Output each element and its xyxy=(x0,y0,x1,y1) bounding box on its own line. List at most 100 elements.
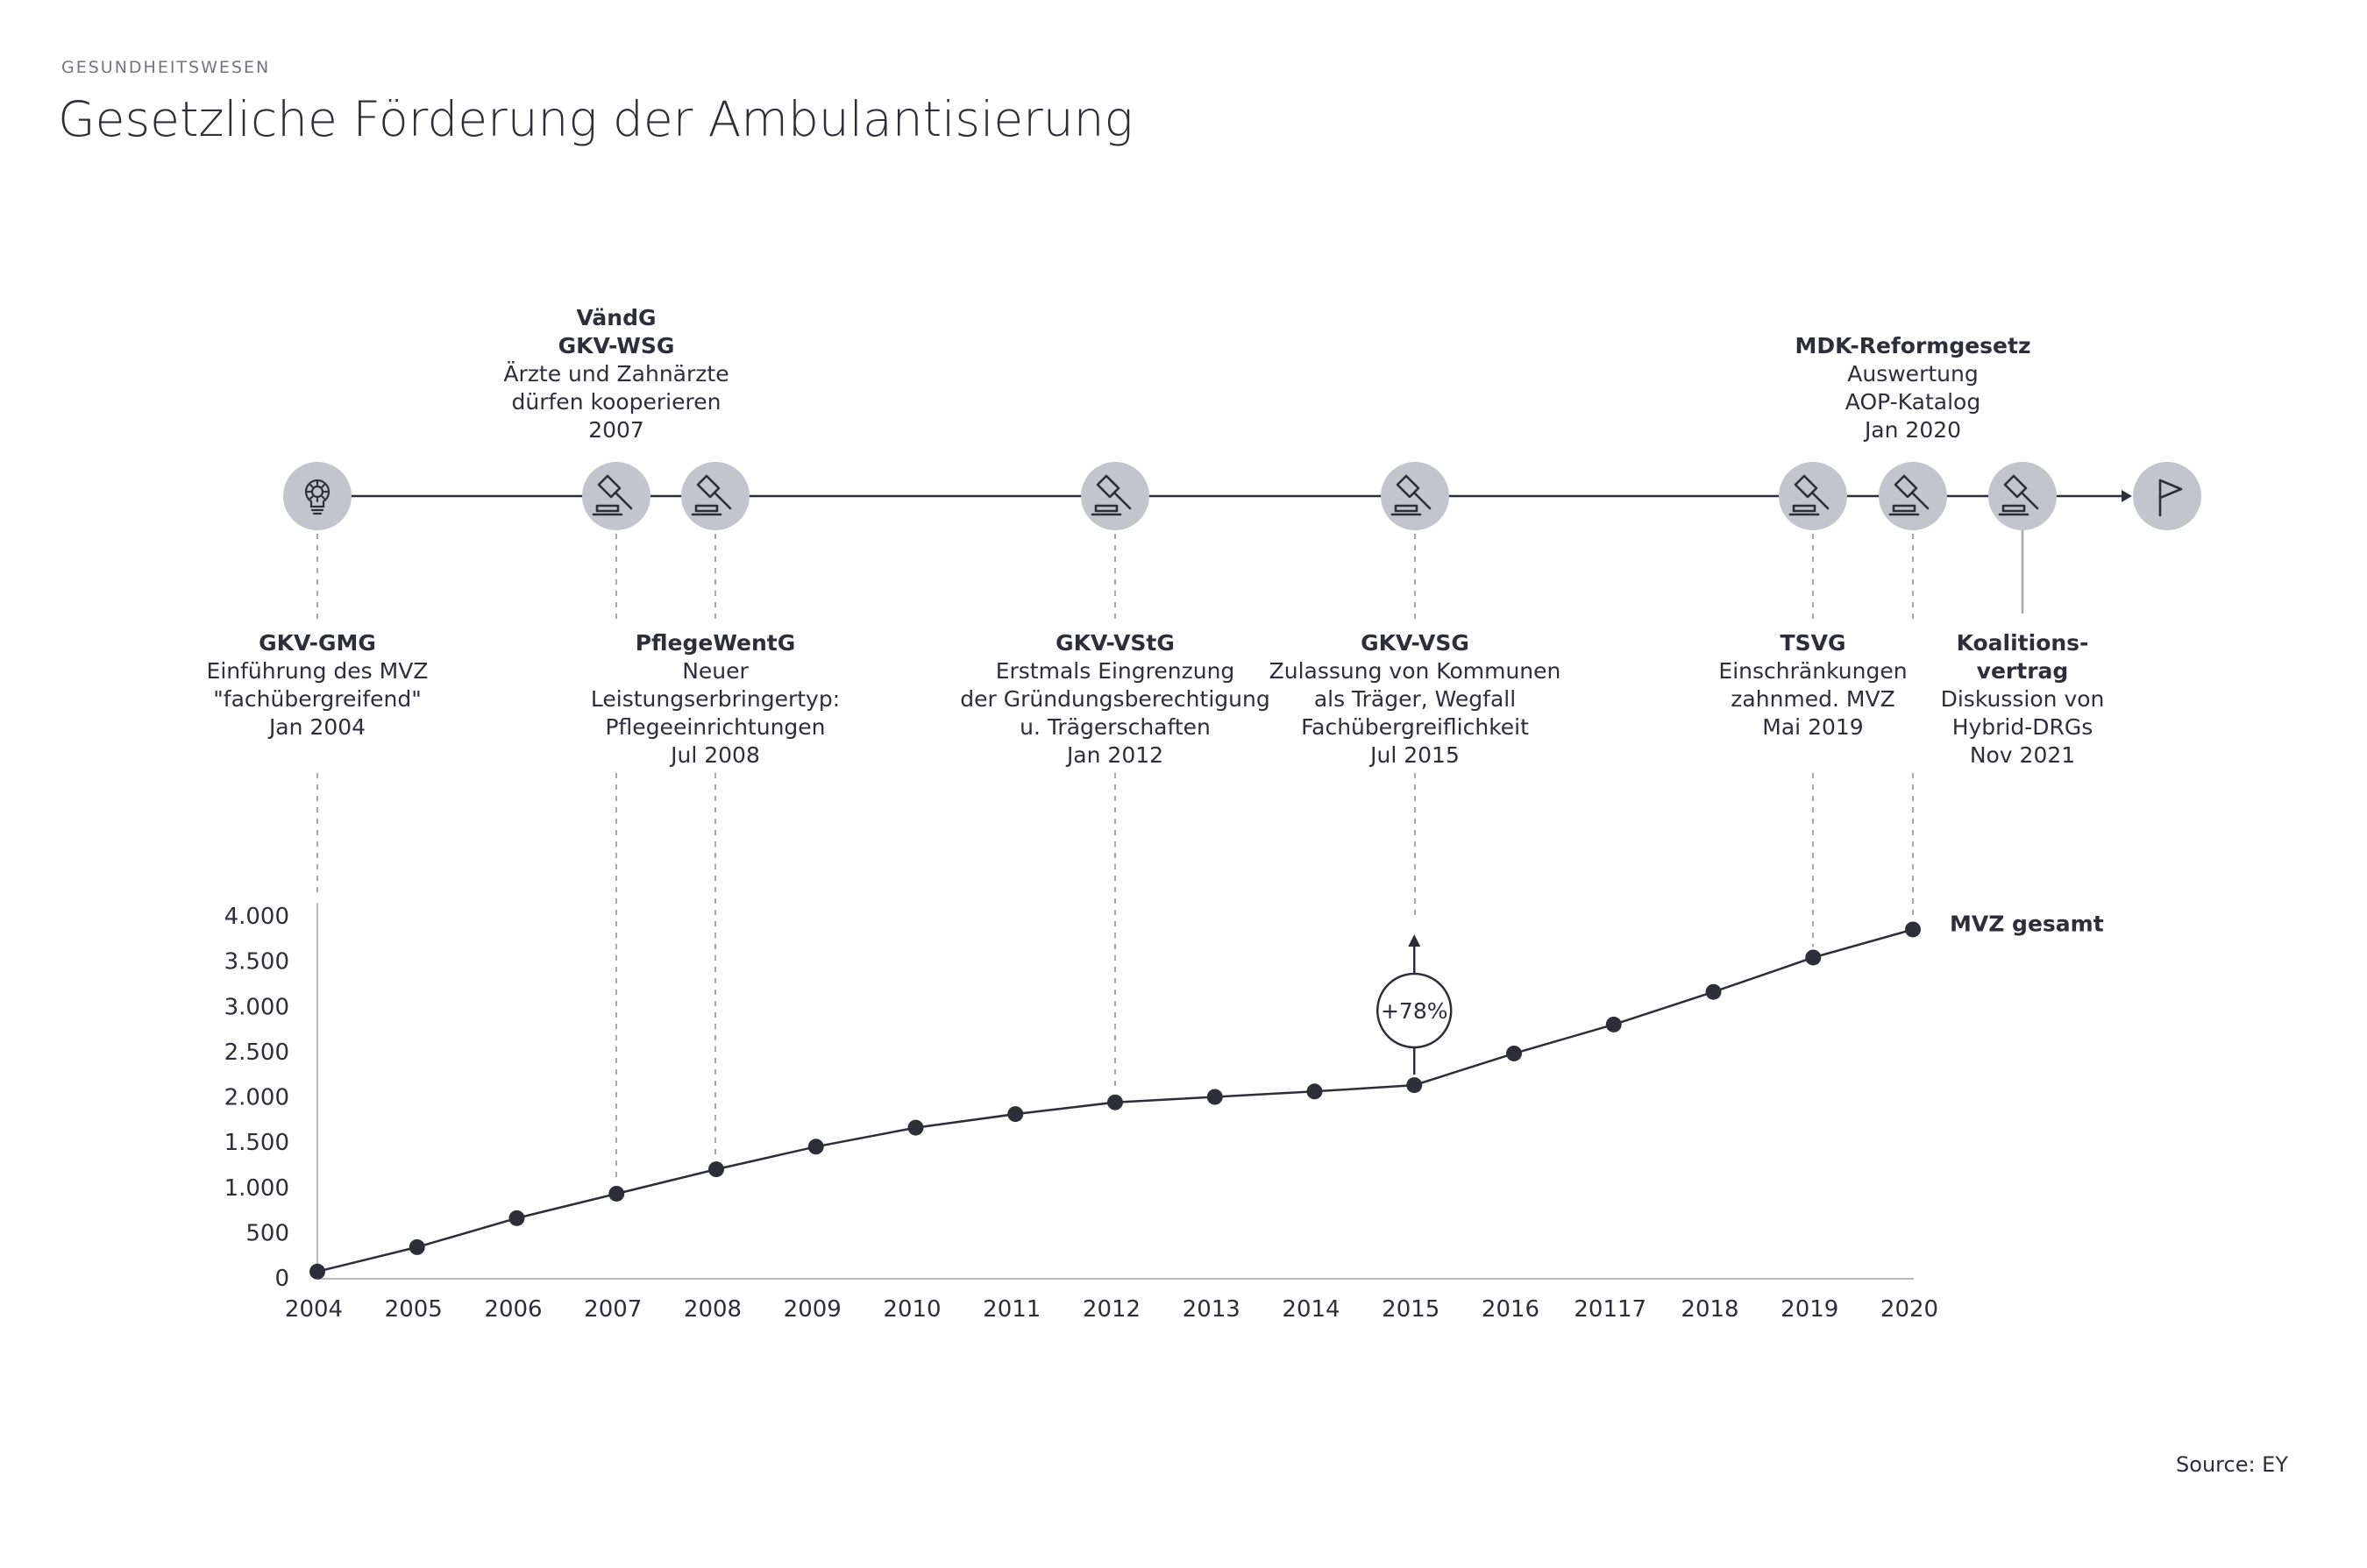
event-description-line: Einführung des MVZ xyxy=(207,658,429,684)
event-name: MDK-Reformgesetz xyxy=(1795,333,2030,358)
event-description-line: Auswertung xyxy=(1847,361,1978,387)
x-tick-label: 2011 xyxy=(983,1296,1041,1323)
bulb-outline xyxy=(304,479,331,508)
gavel-head xyxy=(1794,474,1818,499)
gavel-head xyxy=(597,474,622,499)
gavel-block xyxy=(595,504,620,513)
event-description-line: dürfen kooperieren xyxy=(512,389,721,415)
y-tick-label: 4.000 xyxy=(224,904,289,930)
gavel-head xyxy=(1396,474,1420,499)
x-tick-label: 2006 xyxy=(484,1296,542,1323)
event-description-line: 2007 xyxy=(588,417,644,443)
data-point xyxy=(1406,1077,1423,1094)
event-description-line: Neuer xyxy=(682,658,749,684)
data-point xyxy=(309,1263,325,1280)
gear-tooth xyxy=(321,484,325,488)
icon-circle xyxy=(1779,462,1847,530)
annotation-label: +78% xyxy=(1381,998,1448,1024)
data-point xyxy=(1506,1045,1522,1061)
source-note: Source: EY xyxy=(2176,1452,2288,1477)
chart-axes: 0 500 1.000 1.500 2.000 2.500 3.000 3.500 4.000 2… xyxy=(224,903,1938,1323)
gavel-icon xyxy=(592,474,633,516)
data-point xyxy=(508,1210,525,1226)
gear-hub xyxy=(310,485,324,499)
gavel-handle xyxy=(1910,491,1930,510)
chart-annotation: +78% xyxy=(1376,934,1453,1075)
event-name: GKV-GMG xyxy=(259,630,376,656)
y-tick-label: 0 xyxy=(274,1266,289,1292)
event-description-line: Diskussion von xyxy=(1941,686,2105,712)
data-point xyxy=(708,1161,724,1178)
event-description-line: Leistungserbringertyp: xyxy=(591,686,840,712)
gavel-icon xyxy=(1998,474,2039,516)
x-tick-label: 2020 xyxy=(1880,1296,1938,1323)
gear-tooth xyxy=(321,495,325,500)
icon-circle xyxy=(1988,462,2057,530)
gavel-head xyxy=(696,474,721,499)
event-name: GKV-VSG xyxy=(1361,630,1469,656)
gavel-handle xyxy=(2020,491,2039,510)
gavel-block xyxy=(1892,504,1916,513)
gavel-icon xyxy=(1091,474,1132,516)
data-point xyxy=(1206,1089,1223,1105)
data-point xyxy=(1007,1106,1024,1123)
section-eyebrow: GESUNDHEITSWESEN xyxy=(61,58,271,77)
data-point xyxy=(807,1139,824,1155)
page-title: Gesetzliche Förderung der Ambulantisieru… xyxy=(58,91,1134,147)
event-description-line: Jan 2012 xyxy=(1065,742,1163,768)
gear-tooth xyxy=(309,495,314,500)
event-name: vertrag xyxy=(1977,658,2069,684)
event-description-line: Mai 2019 xyxy=(1762,714,1863,740)
icon-circle xyxy=(1081,462,1149,530)
timeline-event-2: PflegeWentGNeuerLeistungserbringertyp:Pf… xyxy=(591,462,840,1160)
x-tick-label: 2018 xyxy=(1681,1296,1738,1323)
gavel-handle xyxy=(614,491,633,510)
event-description-line: u. Trägerschaften xyxy=(1020,714,1211,740)
event-description-line: Jan 2004 xyxy=(267,714,366,740)
x-tick-label: 2008 xyxy=(684,1296,742,1323)
annotation-circle xyxy=(1376,972,1453,1049)
chart-series: MVZ gesamt xyxy=(309,911,2104,1280)
y-tick-label: 3.000 xyxy=(224,994,289,1020)
gavel-block xyxy=(2001,504,2026,513)
gavel-icon xyxy=(1390,474,1432,516)
event-description-line: Nov 2021 xyxy=(1970,742,2075,768)
data-point xyxy=(1605,1016,1622,1032)
event-description-line: "fachübergreifend" xyxy=(213,686,421,712)
x-tick-label: 2015 xyxy=(1382,1296,1439,1323)
timeline-end xyxy=(2133,462,2201,530)
x-tick-label: 2004 xyxy=(285,1296,343,1323)
gavel-head xyxy=(1894,474,1918,499)
event-description-line: als Träger, Wegfall xyxy=(1314,686,1516,712)
event-name: GKV-WSG xyxy=(558,333,675,358)
x-tick-label: 2005 xyxy=(385,1296,443,1323)
event-description-line: Erstmals Eingrenzung xyxy=(996,658,1235,684)
gavel-handle xyxy=(713,491,732,510)
event-description-line: Jan 2020 xyxy=(1863,417,1961,443)
gavel-handle xyxy=(1810,491,1830,510)
event-description-line: Hybrid-DRGs xyxy=(1952,714,2093,740)
annotation-arrow-head xyxy=(1408,934,1421,947)
event-description-line: Zulassung von Kommunen xyxy=(1269,658,1561,684)
y-tick-label: 500 xyxy=(245,1220,289,1246)
data-point xyxy=(1805,949,1822,966)
event-name: Koalitions- xyxy=(1957,630,2089,656)
x-tick-label: 20117 xyxy=(1574,1296,1646,1323)
x-tick-label: 2019 xyxy=(1781,1296,1838,1323)
event-description-line: zahnmed. MVZ xyxy=(1731,686,1894,712)
event-description-line: Ärzte und Zahnärzte xyxy=(503,361,729,387)
event-description-line: der Gründungsberechtigung xyxy=(960,686,1269,712)
x-tick-label: 2016 xyxy=(1482,1296,1539,1323)
flag-icon xyxy=(2158,479,2183,517)
gavel-block xyxy=(694,504,719,513)
flag-cloth xyxy=(2158,479,2183,500)
event-name: TSVG xyxy=(1781,630,1846,656)
data-point xyxy=(1705,983,1722,1000)
data-point xyxy=(409,1238,425,1255)
event-description-line: Jul 2015 xyxy=(1368,742,1460,768)
